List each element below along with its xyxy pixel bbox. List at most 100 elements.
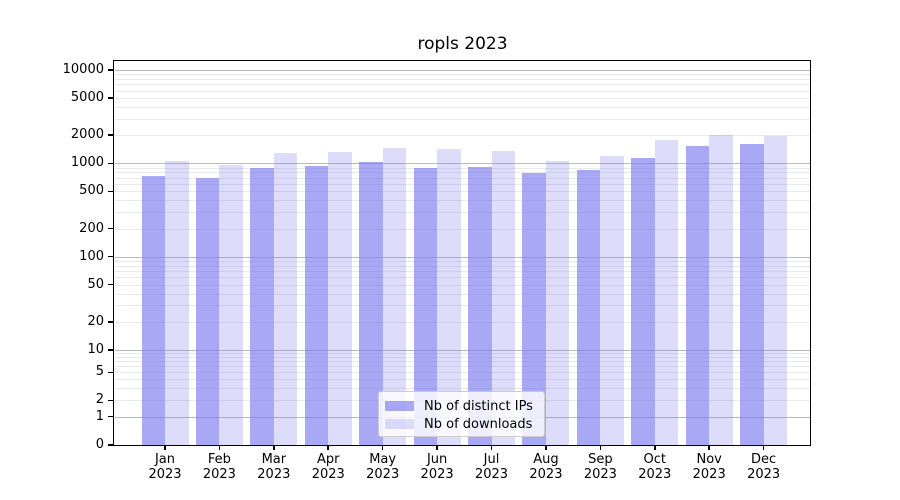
bar-downloads-jul bbox=[491, 150, 516, 445]
x-tick-label: Jul 2023 bbox=[474, 452, 509, 482]
gridline-minor bbox=[114, 107, 810, 109]
gridline-minor bbox=[114, 135, 810, 137]
gridline-minor bbox=[114, 177, 810, 179]
x-tick-label: Jun 2023 bbox=[420, 452, 454, 482]
x-tick-label: Dec 2023 bbox=[747, 452, 781, 482]
y-tick-label: 10000 bbox=[62, 62, 104, 77]
x-tick-mark bbox=[164, 445, 166, 450]
bar-distinct-ips-mar bbox=[250, 167, 274, 445]
bar-downloads-dec bbox=[763, 135, 788, 445]
y-tick-label: 20 bbox=[87, 313, 104, 329]
bar-distinct-ips-jun bbox=[413, 167, 438, 445]
x-tick-label: Feb 2023 bbox=[202, 452, 236, 482]
bar-distinct-ips-may bbox=[359, 161, 383, 445]
gridline-minor bbox=[114, 366, 810, 368]
gridline-minor bbox=[114, 98, 810, 100]
bar-distinct-ips-oct bbox=[631, 158, 655, 445]
bar-downloads-jan bbox=[165, 161, 189, 445]
y-tick-mark bbox=[108, 283, 114, 286]
gridline-minor bbox=[114, 357, 810, 359]
gridline-minor bbox=[114, 228, 810, 230]
gridline-minor bbox=[114, 353, 810, 355]
gridline-minor bbox=[114, 118, 810, 120]
gridline-major bbox=[114, 256, 810, 258]
gridline-minor bbox=[114, 260, 810, 262]
x-tick-label: Apr 2023 bbox=[311, 452, 345, 482]
y-tick-label: 10 bbox=[87, 341, 104, 357]
gridline-minor bbox=[114, 212, 810, 214]
x-tick-label: Jan 2023 bbox=[148, 452, 182, 482]
x-tick-label: Sep 2023 bbox=[583, 452, 617, 482]
gridline-minor bbox=[114, 183, 810, 185]
gridline-minor bbox=[114, 305, 810, 307]
y-tick-mark bbox=[108, 399, 114, 402]
bar-downloads-sep bbox=[600, 155, 624, 445]
bar-downloads-apr bbox=[328, 151, 352, 445]
y-tick-label: 5 bbox=[95, 364, 104, 380]
x-tick-label: May 2023 bbox=[366, 452, 400, 482]
bar-distinct-ips-nov bbox=[685, 146, 710, 445]
gridline-minor bbox=[114, 90, 810, 92]
gridline-minor bbox=[114, 284, 810, 286]
y-tick-label: 500 bbox=[79, 183, 104, 199]
legend-label-downloads: Nb of downloads bbox=[424, 416, 533, 432]
x-tick-mark bbox=[381, 445, 384, 450]
y-tick-mark bbox=[108, 190, 114, 193]
chart-title: ropls 2023 bbox=[417, 34, 508, 54]
x-tick-mark bbox=[218, 445, 221, 450]
y-tick-label: 2 bbox=[95, 392, 104, 408]
bar-downloads-nov bbox=[709, 135, 733, 445]
y-tick-mark bbox=[108, 134, 114, 136]
y-tick-mark bbox=[108, 162, 114, 165]
x-tick-mark bbox=[436, 445, 438, 450]
y-tick-mark bbox=[108, 371, 114, 374]
y-tick-label: 1 bbox=[95, 408, 104, 424]
bar-distinct-ips-sep bbox=[576, 169, 601, 445]
x-tick-mark bbox=[490, 445, 493, 450]
bar-distinct-ips-jul bbox=[468, 167, 492, 445]
bar-downloads-aug bbox=[545, 160, 570, 445]
gridline-major bbox=[114, 70, 810, 71]
x-tick-label: Oct 2023 bbox=[638, 452, 672, 482]
legend-item-downloads: Nb of downloads bbox=[385, 415, 544, 433]
gridline-major bbox=[114, 349, 810, 351]
x-tick-mark bbox=[273, 445, 275, 450]
gridline-minor bbox=[114, 265, 810, 267]
bar-distinct-ips-dec bbox=[740, 144, 764, 445]
gridline-minor bbox=[114, 372, 810, 374]
bar-distinct-ips-feb bbox=[195, 178, 220, 445]
x-tick-mark bbox=[545, 445, 547, 450]
y-tick-mark bbox=[108, 321, 114, 323]
gridline-minor bbox=[114, 277, 810, 279]
gridline-minor bbox=[114, 271, 810, 273]
gridline-minor bbox=[114, 172, 810, 174]
legend: Nb of distinct IPs Nb of downloads bbox=[378, 391, 545, 437]
x-tick-mark bbox=[599, 445, 602, 450]
bar-downloads-oct bbox=[654, 139, 679, 445]
gridline-minor bbox=[114, 321, 810, 323]
bar-downloads-mar bbox=[273, 153, 298, 445]
x-tick-label: Aug 2023 bbox=[529, 452, 563, 482]
bar-distinct-ips-aug bbox=[522, 173, 546, 445]
x-tick-label: Mar 2023 bbox=[257, 452, 291, 482]
bar-downloads-jun bbox=[437, 149, 461, 445]
gridline-minor bbox=[114, 200, 810, 202]
y-tick-mark bbox=[108, 255, 114, 258]
gridline-minor bbox=[114, 167, 810, 169]
y-tick-label: 2000 bbox=[70, 127, 104, 143]
y-tick-label: 5000 bbox=[70, 90, 104, 106]
gridline-minor bbox=[114, 79, 810, 81]
y-tick-label: 200 bbox=[79, 220, 104, 236]
x-tick-mark bbox=[708, 445, 710, 450]
bar-distinct-ips-apr bbox=[304, 166, 329, 445]
x-tick-mark bbox=[653, 445, 656, 450]
gridline-minor bbox=[114, 361, 810, 363]
gridline-major bbox=[114, 163, 810, 165]
legend-swatch-distinct-ips bbox=[385, 401, 414, 411]
legend-label-distinct-ips: Nb of distinct IPs bbox=[424, 398, 533, 414]
y-tick-mark bbox=[108, 69, 114, 71]
y-tick-mark bbox=[108, 444, 114, 446]
bar-downloads-may bbox=[382, 147, 407, 445]
gridline-minor bbox=[114, 84, 810, 86]
